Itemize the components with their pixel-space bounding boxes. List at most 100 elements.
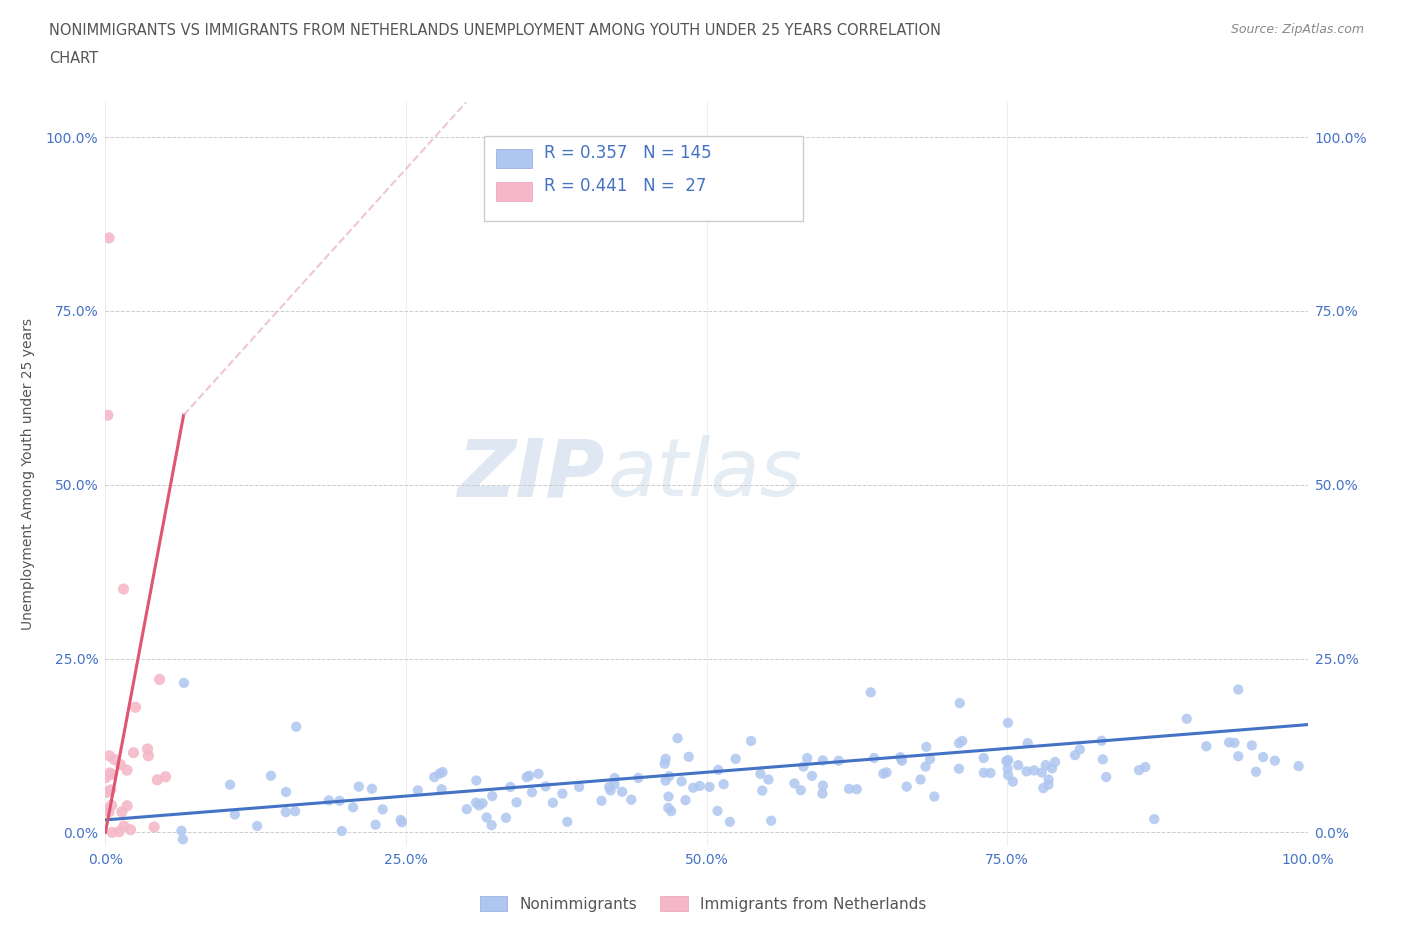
Point: [527, 766, 550, 781]
Point: [910, 772, 932, 787]
Point: [406, 783, 429, 798]
FancyBboxPatch shape: [496, 181, 533, 201]
Point: [1264, 753, 1286, 768]
Point: [678, 750, 700, 764]
Point: [1251, 750, 1274, 764]
Point: [1288, 759, 1310, 774]
Point: [96, 785, 118, 800]
Point: [997, 752, 1019, 767]
Point: [100, 798, 122, 813]
Point: [94, 802, 117, 817]
Point: [979, 765, 1001, 780]
Point: [328, 793, 350, 808]
Point: [465, 773, 488, 788]
Point: [111, 804, 134, 819]
FancyBboxPatch shape: [496, 149, 533, 167]
Text: CHART: CHART: [49, 51, 98, 66]
Point: [1032, 780, 1054, 795]
Point: [654, 756, 676, 771]
Point: [915, 739, 938, 754]
Point: [1031, 765, 1053, 780]
Point: [120, 822, 142, 837]
Point: [136, 741, 159, 756]
Point: [122, 745, 145, 760]
Point: [534, 779, 557, 794]
Point: [845, 782, 868, 797]
Point: [699, 779, 721, 794]
Point: [1218, 735, 1240, 750]
Point: [889, 750, 911, 764]
Point: [863, 751, 886, 765]
Point: [555, 815, 578, 830]
Point: [792, 759, 814, 774]
Point: [603, 770, 626, 785]
Point: [920, 751, 942, 766]
Point: [1064, 748, 1087, 763]
Point: [481, 789, 503, 804]
Point: [260, 768, 283, 783]
Point: [1001, 774, 1024, 789]
Point: [838, 781, 860, 796]
Point: [505, 795, 527, 810]
Point: [724, 751, 747, 766]
Point: [707, 763, 730, 777]
Point: [318, 793, 340, 808]
Point: [811, 778, 834, 793]
Point: [1195, 738, 1218, 753]
Point: [751, 783, 773, 798]
Point: [1022, 763, 1045, 777]
Point: [603, 777, 626, 791]
Point: [551, 786, 574, 801]
Point: [516, 770, 538, 785]
Point: [361, 781, 384, 796]
Point: [598, 779, 620, 794]
Point: [284, 804, 307, 818]
Point: [1095, 769, 1118, 784]
Point: [948, 736, 970, 751]
Point: [475, 810, 498, 825]
Point: [1135, 760, 1157, 775]
Point: [224, 807, 246, 822]
Point: [143, 819, 166, 834]
Point: [1035, 758, 1057, 773]
Point: [657, 801, 679, 816]
Point: [285, 719, 308, 734]
Point: [110, 757, 132, 772]
Point: [146, 773, 169, 788]
Point: [657, 790, 679, 804]
Point: [759, 813, 782, 828]
Point: [659, 804, 682, 818]
Point: [520, 785, 543, 800]
Point: [430, 782, 453, 797]
Point: [675, 792, 697, 807]
Point: [859, 684, 882, 699]
Point: [429, 766, 451, 781]
Point: [1015, 764, 1038, 778]
Point: [758, 772, 780, 787]
Point: [950, 734, 973, 749]
Point: [101, 767, 124, 782]
Text: NONIMMIGRANTS VS IMMIGRANTS FROM NETHERLANDS UNEMPLOYMENT AMONG YOUTH UNDER 25 Y: NONIMMIGRANTS VS IMMIGRANTS FROM NETHERL…: [49, 23, 941, 38]
Point: [495, 810, 517, 825]
Point: [949, 696, 972, 711]
Point: [591, 793, 613, 808]
Point: [599, 783, 621, 798]
Point: [100, 782, 122, 797]
Point: [749, 766, 772, 781]
Point: [973, 765, 995, 780]
Point: [465, 795, 488, 810]
Point: [541, 795, 564, 810]
Point: [364, 817, 387, 832]
Point: [682, 780, 704, 795]
Point: [481, 817, 503, 832]
Point: [997, 767, 1019, 782]
Text: ZIP: ZIP: [457, 435, 605, 513]
Point: [1128, 763, 1150, 777]
Point: [471, 796, 494, 811]
Point: [112, 581, 135, 596]
Legend: Nonimmigrants, Immigrants from Netherlands: Nonimmigrants, Immigrants from Netherlan…: [474, 889, 932, 918]
Point: [740, 734, 762, 749]
Point: [890, 753, 912, 768]
Point: [718, 815, 741, 830]
Point: [1007, 758, 1029, 773]
